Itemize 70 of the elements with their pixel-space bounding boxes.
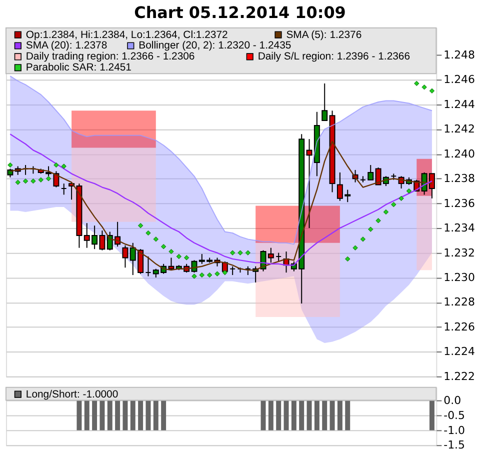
candlestick [368,164,374,180]
point [398,196,404,201]
point [160,244,166,250]
point [383,209,389,215]
point [54,162,59,168]
point [8,162,13,168]
y-tick-label: 1.246 [444,73,476,86]
point [168,248,174,254]
y-tick-label: 1.248 [444,48,476,62]
point [206,272,212,278]
point [414,80,420,86]
point [245,250,251,256]
y-tick-label: 1.226 [444,320,476,334]
point [429,88,435,94]
point [15,180,20,185]
point [391,202,396,208]
point [38,177,44,182]
point [230,250,236,256]
y-tick-label: 0.0 [444,394,462,408]
point [376,218,381,224]
y-tick-label: 1.238 [444,172,476,186]
point [146,230,151,236]
y-tick-label: 1.244 [444,98,476,111]
legend-label: Long/Short: -1.0000 [26,389,118,400]
point [199,272,204,278]
point [192,274,197,279]
point [406,188,412,194]
y-tick-label: 1.242 [444,122,475,136]
y-tick-label: 1.228 [444,296,476,309]
point [176,254,182,260]
candlestick [322,82,328,122]
point [368,226,374,232]
legend-label: Bollinger (20, 2): 1.2320 - 1.2435 [138,40,292,52]
point [22,178,28,184]
point [138,223,144,228]
candlestick [145,256,152,277]
point [360,236,366,242]
y-tick-label: 1.230 [444,270,476,284]
legend-label: Daily S/L region: 1.2396 - 1.2366 [258,52,410,63]
point [352,245,358,250]
y-tick-label: -1.0 [444,424,466,437]
point [422,84,427,90]
point [184,255,190,260]
y-tick-label: 1.240 [444,147,476,160]
y-tick-label: 1.236 [444,196,476,210]
y-tick-label: 1.234 [444,222,476,235]
point [30,178,36,184]
candlestick [53,170,60,188]
legend-label: Parabolic SAR: 1.2451 [26,62,132,74]
point [61,164,66,169]
point [222,270,228,276]
y-tick-label: 1.224 [444,345,476,358]
legend-label: Daily trading region: 1.2366 - 1.2306 [26,52,195,63]
legend-label: SMA (5): 1.2376 [286,30,362,41]
point [46,176,52,182]
legend-label: Op:1.2384, Hi:1.2384, Lo:1.2364, Cl:1.2372 [26,30,228,41]
point [153,236,158,242]
y-tick-label: 1.232 [444,246,475,260]
point [214,271,220,276]
chart-title: Chart 05.12.2014 10:09 [134,2,346,22]
y-tick-label: 1.222 [444,370,475,383]
candlestick [60,183,67,196]
y-tick-label: -1.5 [444,438,465,452]
legend-label: SMA (20): 1.2378 [26,40,108,52]
point [345,256,350,262]
y-tick-label: -0.5 [444,408,465,422]
candlestick [122,244,128,268]
point [238,250,243,256]
line-series [10,76,432,245]
candlestick [268,247,274,264]
